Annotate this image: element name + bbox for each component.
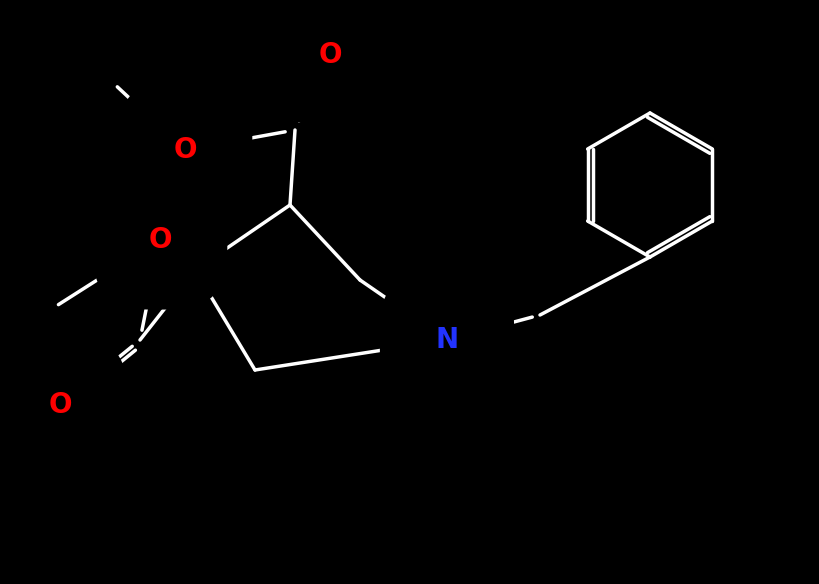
Text: O: O xyxy=(48,391,72,419)
Text: O: O xyxy=(173,136,197,164)
Text: O: O xyxy=(148,226,171,254)
Text: O: O xyxy=(318,41,342,69)
Text: N: N xyxy=(435,326,458,354)
